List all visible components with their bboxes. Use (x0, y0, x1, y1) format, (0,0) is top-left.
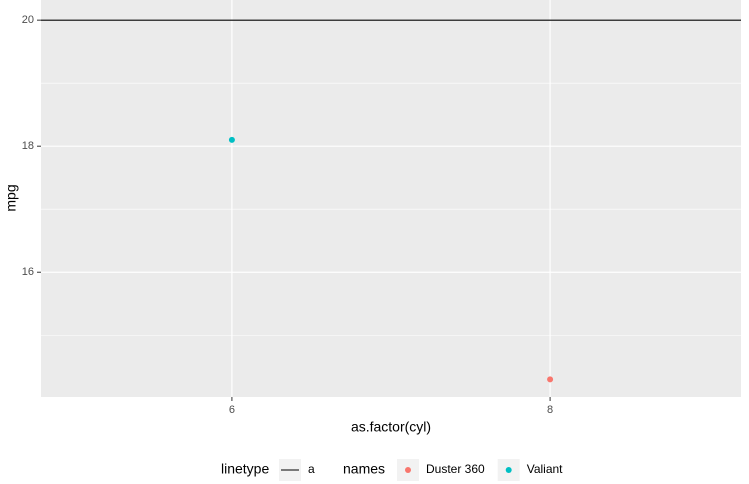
legend-title: names (343, 461, 385, 477)
x-tick-label: 8 (547, 404, 553, 416)
x-axis-title: as.factor(cyl) (351, 419, 431, 435)
legend-label: Valiant (527, 462, 563, 476)
y-axis-title: mpg (3, 184, 19, 211)
point (228, 136, 235, 143)
legend-label: Duster 360 (426, 462, 485, 476)
y-tick-label: 20 (22, 14, 34, 26)
y-tick-label: 18 (22, 140, 34, 152)
x-tick-label: 6 (229, 404, 235, 416)
legend: linetype names a Duster 360 Valiant (221, 459, 563, 481)
legend-dot (505, 467, 512, 473)
marks (41, 19, 741, 383)
point (547, 376, 554, 383)
y-tick-label: 16 (22, 266, 34, 278)
legend-label: a (308, 462, 315, 476)
panel (41, 0, 741, 397)
legend-title: linetype (221, 461, 269, 477)
legend-dot (405, 467, 411, 473)
